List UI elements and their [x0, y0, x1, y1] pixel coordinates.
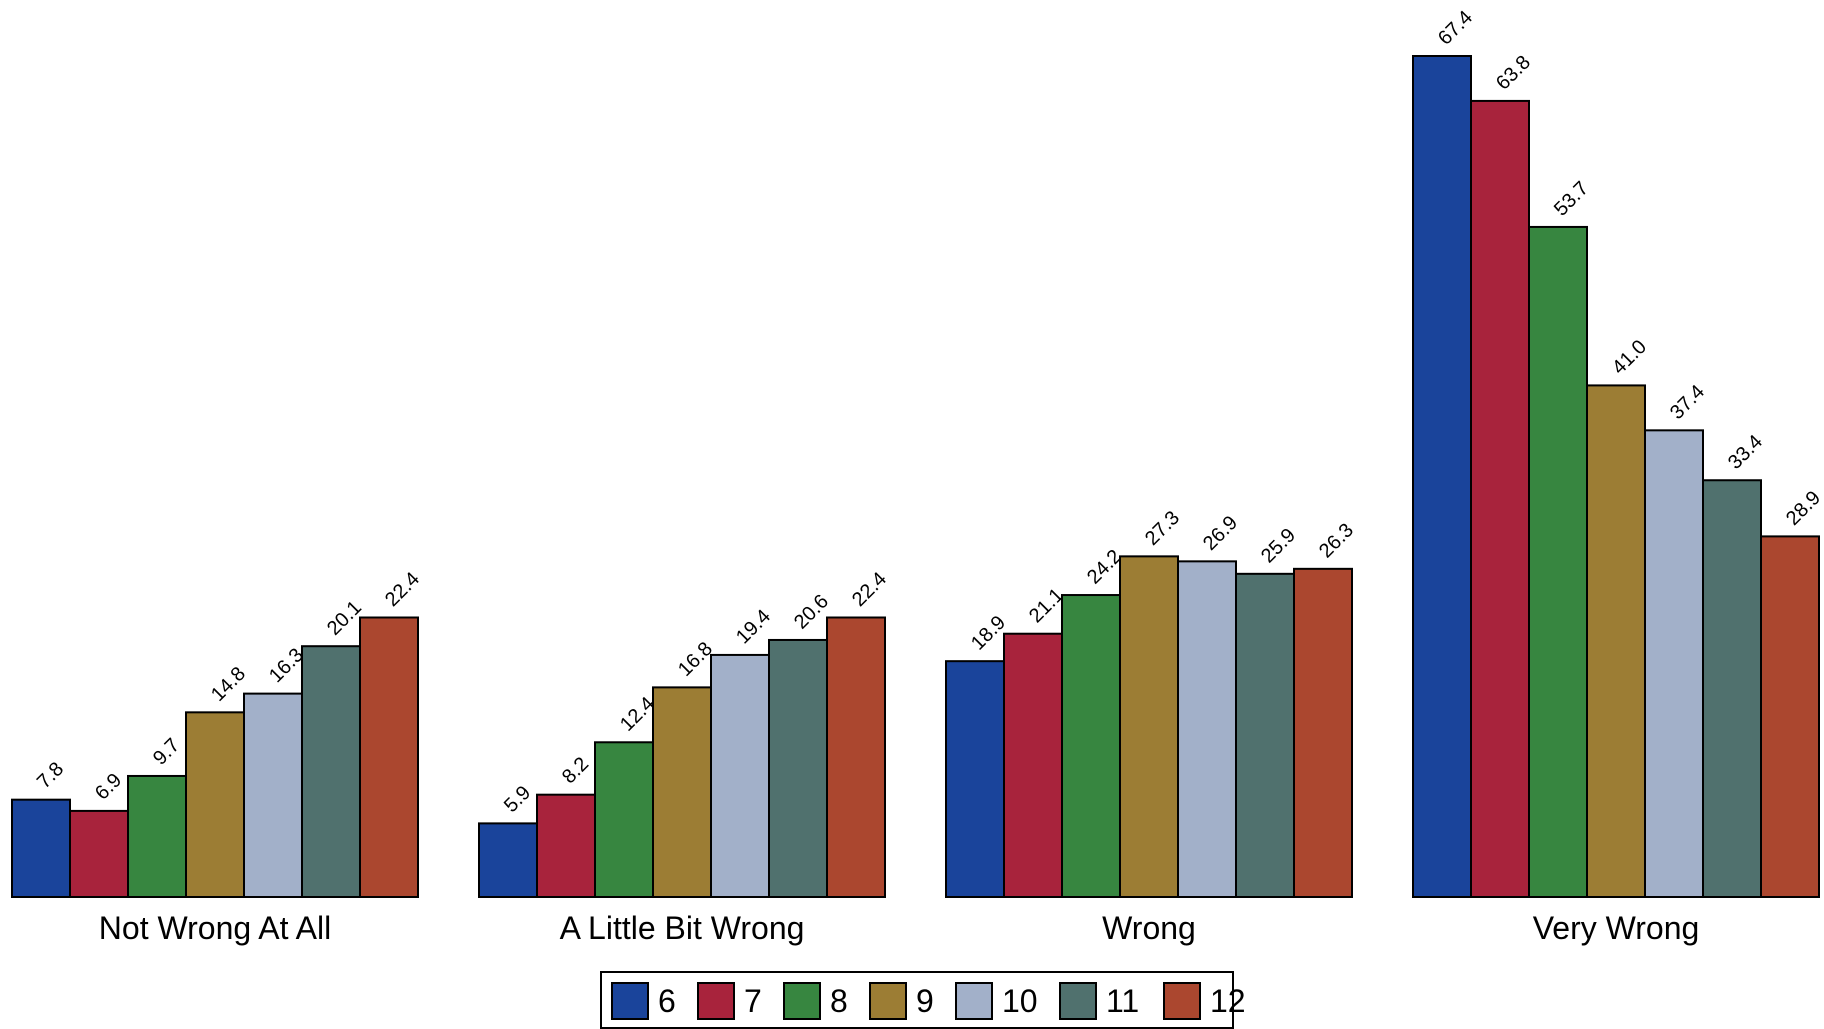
bar: [1760, 535, 1820, 898]
data-label: 63.8: [1492, 51, 1535, 94]
bar-group: 67.4 63.8 53.7 41.0 37.4 33.4 28.9 Very Wrong: [1412, 6, 1824, 946]
bar: [536, 793, 596, 898]
legend: 6 7 8 9 10 11 12: [600, 971, 1246, 1029]
legend-swatch: [611, 982, 649, 1020]
category-label: Wrong: [1102, 910, 1196, 946]
data-label: 26.3: [1315, 519, 1358, 562]
data-label: 26.9: [1199, 512, 1242, 555]
data-label: 25.9: [1257, 524, 1300, 567]
legend-swatch: [955, 982, 993, 1020]
bar: [11, 798, 71, 898]
legend-label: 11: [1106, 983, 1139, 1019]
bar: [1528, 225, 1588, 898]
bar: [243, 692, 303, 898]
bar: [826, 616, 886, 899]
bar: [945, 660, 1005, 898]
legend-swatch: [697, 982, 735, 1020]
bar: [1586, 384, 1646, 898]
bar: [1061, 594, 1121, 898]
data-label: 22.4: [848, 568, 891, 611]
bar: [185, 711, 245, 899]
legend-label: 8: [830, 983, 848, 1019]
bar: [478, 822, 538, 898]
legend-label: 10: [1002, 983, 1038, 1019]
bar: [1293, 567, 1353, 899]
bar: [359, 616, 419, 899]
data-label: 27.3: [1141, 507, 1184, 550]
category-label: A Little Bit Wrong: [560, 910, 805, 946]
legend-swatch: [1163, 982, 1201, 1020]
data-label: 22.4: [381, 568, 424, 611]
data-label: 8.2: [558, 753, 593, 788]
bar: [1119, 555, 1179, 898]
bar: [1702, 479, 1762, 898]
data-label: 7.8: [33, 758, 68, 793]
data-label: 67.4: [1434, 6, 1477, 49]
legend-label: 12: [1210, 983, 1246, 1019]
bar: [127, 774, 187, 899]
legend-label: 7: [744, 983, 762, 1019]
bar: [1470, 99, 1530, 899]
bar: [768, 638, 828, 898]
data-label: 53.7: [1550, 177, 1593, 220]
data-label: 28.9: [1782, 487, 1824, 530]
bar: [710, 653, 770, 899]
bar: [1003, 632, 1063, 899]
legend-swatch: [869, 982, 907, 1020]
category-label: Very Wrong: [1533, 910, 1700, 946]
bar: [594, 741, 654, 898]
bar: [301, 645, 361, 898]
bar: [1412, 55, 1472, 898]
data-label: 9.7: [149, 734, 184, 769]
legend-swatch: [783, 982, 821, 1020]
data-label: 41.0: [1608, 336, 1651, 379]
bar-group: 5.98.212.416.819.4 20.622.4A Little Bit W…: [478, 568, 891, 946]
bar: [652, 686, 712, 899]
bar: [1644, 429, 1704, 898]
category-label: Not Wrong At All: [99, 910, 331, 946]
bar: [1177, 560, 1237, 899]
data-label: 37.4: [1666, 381, 1709, 424]
bar: [69, 809, 129, 898]
legend-label: 6: [658, 983, 676, 1019]
data-label: 6.9: [91, 769, 126, 804]
legend-swatch: [1059, 982, 1097, 1020]
data-label: 5.9: [500, 782, 535, 817]
data-label: 33.4: [1724, 431, 1767, 474]
bar: [1235, 572, 1295, 898]
legend-label: 9: [916, 983, 934, 1019]
